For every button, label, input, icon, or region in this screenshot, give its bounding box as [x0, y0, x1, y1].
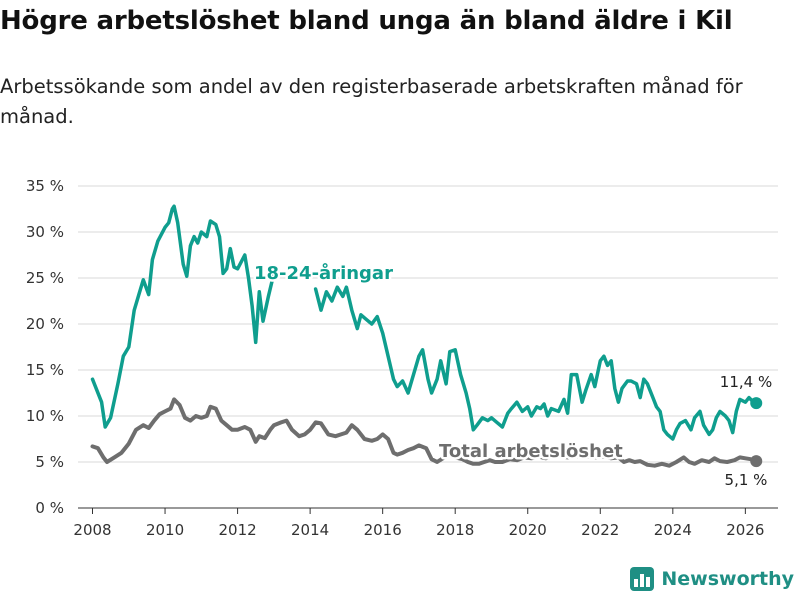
series-line-total [90, 397, 759, 468]
x-axis: 2008 2010 2012 2014 2016 2018 2020 2022 2024 2026 [73, 508, 764, 539]
end-label-total: 5,1 % [725, 471, 768, 489]
end-marker-total [750, 455, 763, 468]
page-subtitle: Arbetssökande som andel av den registerb… [0, 75, 743, 128]
end-label-young: 11,4 % [720, 373, 772, 391]
x-tick-label: 2018 [436, 521, 474, 539]
end-marker-young [750, 397, 763, 410]
y-axis: 0 % 5 % 10 % 15 % 20 % 25 % 30 % 35 % [26, 177, 64, 517]
series-label-total: Total arbetslöshet [439, 441, 623, 462]
x-tick-label: 2020 [509, 521, 547, 539]
series-label-total-halo: Total arbetslöshet [439, 441, 623, 462]
x-tick-label: 2022 [581, 521, 619, 539]
series-line-young-b [313, 285, 758, 441]
y-tick-label: 35 % [26, 177, 64, 195]
y-tick-label: 15 % [26, 361, 64, 379]
series-line-young [90, 204, 276, 429]
y-tick-label: 10 % [26, 407, 64, 425]
grid-lines [78, 185, 778, 509]
series-label-young: 18-24-åringar [254, 262, 393, 284]
brand-name: Newsworthy [661, 568, 794, 590]
y-tick-label: 20 % [26, 315, 64, 333]
x-tick-label: 2024 [654, 521, 692, 539]
brand-logo: Newsworthy [629, 566, 794, 592]
page-title: Högre arbetslöshet bland unga än bland ä… [0, 6, 733, 36]
y-tick-label: 25 % [26, 269, 64, 287]
x-tick-label: 2026 [726, 521, 764, 539]
y-tick-label: 5 % [35, 453, 64, 471]
y-tick-label: 0 % [35, 499, 64, 517]
x-tick-label: 2008 [73, 521, 111, 539]
series-lines [90, 204, 763, 468]
series-label-young-halo: 18-24-åringar [254, 262, 393, 284]
x-tick-label: 2012 [218, 521, 256, 539]
x-tick-label: 2016 [364, 521, 402, 539]
bar-chart-icon [630, 567, 655, 591]
x-tick-label: 2014 [291, 521, 329, 539]
x-tick-label: 2010 [146, 521, 184, 539]
y-tick-label: 30 % [26, 223, 64, 241]
